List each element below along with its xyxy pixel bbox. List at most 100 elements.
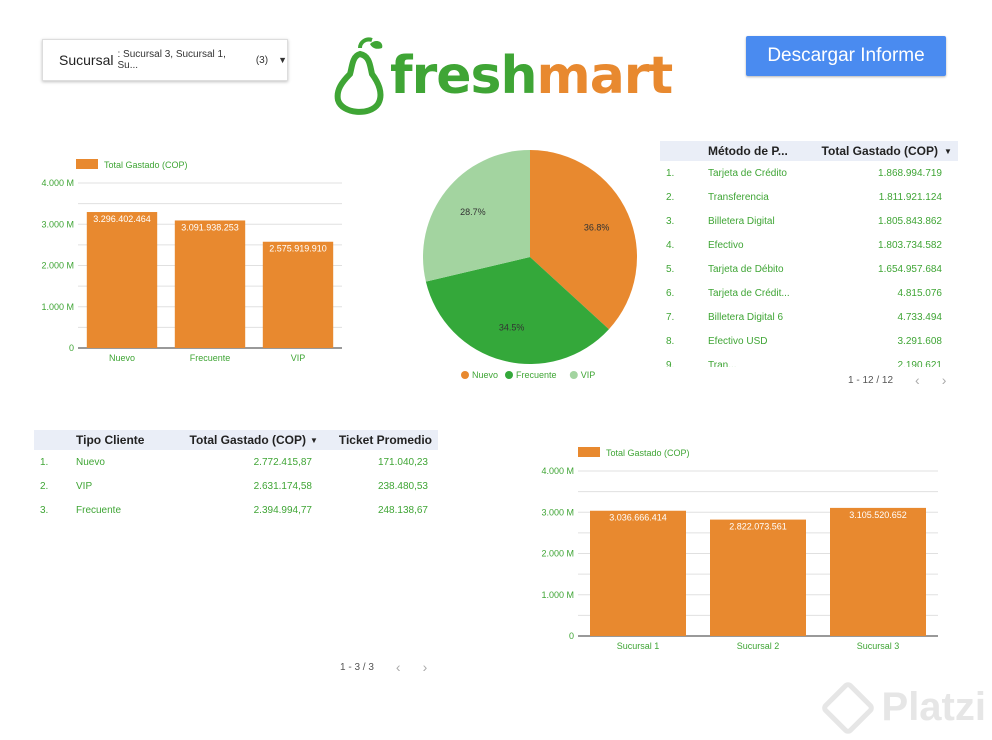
legend-label: Nuevo (472, 370, 498, 380)
row-index: 7. (666, 311, 675, 323)
row-value: 248.138,67 (377, 504, 428, 516)
table-body: 1. Tarjeta de Crédito 1.868.994.719 2. Trans… (660, 161, 958, 368)
legend-dot (461, 371, 469, 379)
x-tick-label: Sucursal 2 (737, 641, 780, 651)
legend-swatch (578, 447, 600, 457)
logo-text-mart: mart (536, 46, 674, 106)
data-label: 3.296.402.464 (93, 214, 151, 224)
row-value: 2.190.621 (897, 359, 943, 368)
row-value: 1.654.957.684 (878, 263, 942, 275)
customer-type-bar-chart: Total Gastado (COP) 0 1.000 M 2.000 M 3.000 … (41, 159, 342, 363)
y-tick-label: 4.000 M (541, 466, 574, 476)
row-label: Tarjeta de Crédito (708, 167, 787, 179)
row-label: Billetera Digital (708, 215, 775, 227)
chevron-right-icon[interactable]: › (941, 372, 947, 388)
legend-label: VIP (581, 370, 596, 380)
sort-desc-icon[interactable]: ▼ (944, 146, 952, 156)
bar (830, 507, 926, 636)
row-label: Tarjeta de Débito (708, 263, 784, 275)
row-value: 238.480,53 (377, 480, 428, 492)
watermark-text: Platzi (881, 685, 986, 729)
payment-method-table: Método de P... Total Gastado (COP) ▼ 1. T… (660, 141, 958, 367)
pie-slice (425, 257, 609, 364)
filter-count: (3) (255, 54, 269, 66)
legend-swatch (76, 159, 98, 169)
bar (86, 212, 158, 348)
header-avg-ticket[interactable]: Ticket Promedio (338, 433, 432, 447)
client-table-pager: 1 - 3 / 3 ‹ › (340, 659, 427, 675)
row-index: 9. (666, 359, 675, 368)
data-label: 2.822.073.561 (729, 522, 787, 532)
y-tick-label: 3.000 M (41, 219, 74, 229)
row-index: 6. (666, 287, 675, 299)
row-index: 2. (40, 480, 49, 492)
row-label: Efectivo (708, 239, 744, 251)
y-tick-label: 0 (69, 343, 74, 353)
header-total-spent[interactable]: Total Gastado (COP) (821, 144, 938, 158)
row-value: 1.803.734.582 (878, 239, 942, 251)
client-type-table: Tipo Cliente Total Gastado (COP) ▼ Ticke… (34, 430, 438, 522)
table-row[interactable]: 8. Efectivo USD 3.291.608 (660, 329, 958, 353)
sort-desc-icon[interactable]: ▼ (310, 435, 318, 445)
row-value: 1.805.843.862 (878, 215, 942, 227)
row-index: 2. (666, 191, 675, 203)
table-row[interactable]: 5. Tarjeta de Débito 1.654.957.684 (660, 257, 958, 281)
filter-label: Sucursal (59, 52, 114, 68)
pager-text: 1 - 12 / 12 (848, 374, 894, 386)
sucursal-filter[interactable]: Sucursal : Sucursal 3, Sucursal 1, Su...… (42, 39, 288, 81)
bar (262, 241, 334, 348)
table-row[interactable]: 3. Billetera Digital 1.805.843.862 (660, 209, 958, 233)
chevron-left-icon[interactable]: ‹ (395, 659, 401, 675)
bar (590, 510, 686, 636)
slice-label: 34.5% (499, 322, 525, 332)
logo-text-fresh: fresh (390, 46, 538, 106)
header-client-type[interactable]: Tipo Cliente (76, 433, 145, 447)
chevron-down-icon[interactable]: ▼ (278, 55, 287, 65)
row-label: Transferencia (708, 191, 769, 203)
bar (710, 519, 806, 636)
row-label: Billetera Digital 6 (708, 311, 784, 323)
row-value: 2.394.994,77 (253, 504, 312, 516)
legend-label: Total Gastado (COP) (104, 160, 188, 170)
pie-slice (423, 150, 530, 282)
table-row[interactable]: 3. Frecuente 2.394.994,77 248.138,67 (34, 498, 438, 522)
payment-table-pager: 1 - 12 / 12 ‹ › (848, 372, 946, 388)
data-label: 3.105.520.652 (849, 510, 907, 520)
header-total-spent[interactable]: Total Gastado (COP) (189, 433, 306, 447)
row-index: 5. (666, 263, 675, 275)
row-value: 1.811.921.124 (878, 191, 942, 203)
legend-dot (569, 371, 578, 379)
y-tick-label: 4.000 M (41, 178, 74, 188)
table-row[interactable]: 2. Transferencia 1.811.921.124 (660, 185, 958, 209)
table-row[interactable]: 7. Billetera Digital 6 4.733.494 (660, 305, 958, 329)
x-tick-label: Sucursal 3 (857, 641, 900, 651)
row-index: 8. (666, 335, 675, 347)
y-tick-label: 1.000 M (541, 590, 574, 600)
table-row[interactable]: 9. Tran... 2.190.621 (660, 353, 958, 368)
table-row[interactable]: 1. Tarjeta de Crédito 1.868.994.719 (660, 161, 958, 185)
pear-icon (334, 37, 384, 115)
y-tick-label: 2.000 M (41, 261, 74, 271)
legend-label: Frecuente (516, 370, 557, 380)
slice-label: 28.7% (460, 207, 486, 217)
row-value: 1.868.994.719 (878, 167, 942, 179)
row-label: Efectivo USD (708, 335, 768, 347)
row-index: 3. (40, 504, 49, 516)
pager-text: 1 - 3 / 3 (340, 661, 374, 673)
chevron-right-icon[interactable]: › (422, 659, 428, 675)
header-payment-method[interactable]: Método de P... (708, 144, 788, 158)
chevron-left-icon[interactable]: ‹ (915, 372, 920, 388)
x-tick-label: Sucursal 1 (617, 641, 660, 651)
platzi-logo-icon (819, 679, 876, 736)
table-row[interactable]: 6. Tarjeta de Crédit... 4.815.076 (660, 281, 958, 305)
row-value: 4.733.494 (897, 311, 943, 323)
download-report-button[interactable]: Descargar Informe (746, 36, 946, 76)
y-tick-label: 1.000 M (41, 302, 74, 312)
row-index: 3. (666, 215, 675, 227)
table-row[interactable]: 1. Nuevo 2.772.415,87 171.040,23 (34, 450, 438, 474)
pie-slice (530, 150, 637, 330)
row-value: 2.772.415,87 (253, 456, 312, 468)
table-row[interactable]: 2. VIP 2.631.174,58 238.480,53 (34, 474, 438, 498)
table-row[interactable]: 4. Efectivo 1.803.734.582 (660, 233, 958, 257)
legend-label: Total Gastado (COP) (606, 448, 690, 458)
